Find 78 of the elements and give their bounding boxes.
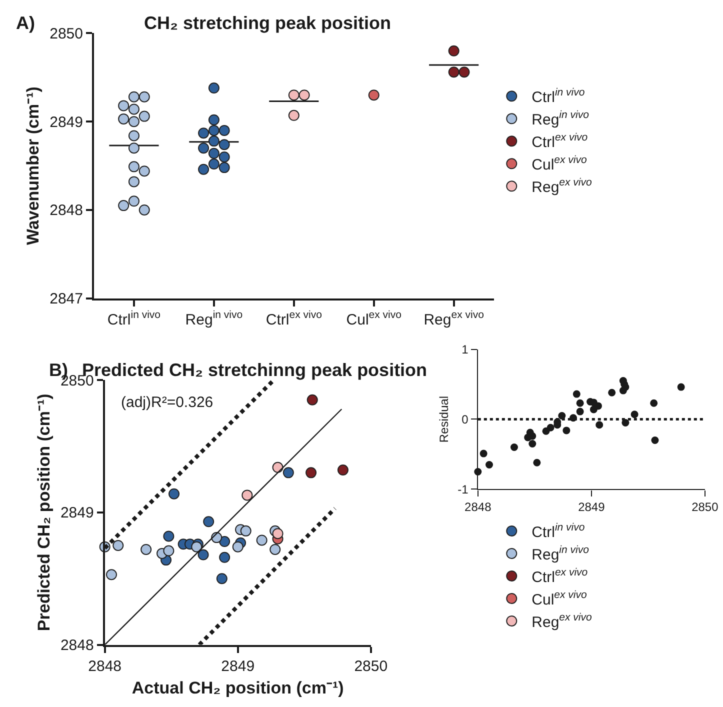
point (219, 552, 230, 563)
y-axis-title: Residual (436, 396, 451, 443)
point (572, 390, 580, 398)
x-tick-label: 2850 (692, 500, 719, 514)
point (558, 412, 566, 420)
point (594, 402, 602, 410)
annotation: (adj)R²=0.326 (121, 394, 214, 411)
y-tick-label: -1 (458, 482, 469, 496)
y-axis-title: Predicted CH₂ position (cm⁻¹) (34, 394, 54, 632)
point (168, 488, 180, 500)
point (622, 383, 630, 391)
point (191, 541, 202, 552)
point (106, 569, 117, 580)
x-tick-label: 2848 (88, 658, 122, 675)
point (510, 444, 518, 451)
x-tick-label: Cul$^{ex vivo}$ (346, 309, 402, 328)
point (596, 421, 604, 429)
y-tick-label: 2849 (50, 114, 83, 131)
point (256, 534, 268, 546)
point (650, 399, 658, 407)
point (677, 383, 685, 391)
point (306, 394, 318, 406)
point (630, 410, 638, 418)
point (533, 458, 541, 466)
x-axis-title: Actual CH₂ position (cm⁻¹) (132, 678, 344, 698)
legend-label: Reg$^{ex vivo}$ (532, 612, 592, 631)
point (486, 461, 494, 468)
point (240, 525, 252, 536)
point (622, 419, 630, 426)
legend-label: Ctrl$^{ex vivo}$ (532, 566, 588, 586)
point (112, 540, 124, 551)
y-tick-label: 0 (462, 412, 469, 426)
y-tick-label: 2850 (50, 25, 83, 42)
point (651, 436, 659, 444)
point (272, 462, 284, 473)
y-tick-label: 2848 (50, 202, 83, 220)
point (546, 424, 554, 432)
legend-label: Ctrl$^{in vivo}$ (532, 86, 585, 106)
legend-label: Reg$^{in vivo}$ (532, 109, 590, 128)
y-tick-label: 1 (462, 342, 469, 356)
point (242, 490, 253, 501)
x-tick-label: Reg$^{in vivo}$ (185, 309, 243, 328)
x-tick-label: 2849 (221, 658, 255, 675)
point (306, 467, 317, 478)
chart-title: CH₂ stretching peak position (144, 13, 392, 33)
point (203, 516, 214, 528)
text: A) (16, 13, 35, 33)
y-tick-label: 2847 (50, 290, 83, 308)
legend-label: Cul$^{ex vivo}$ (532, 154, 587, 174)
x-tick-label: Ctrl$^{in vivo}$ (107, 309, 161, 328)
point (272, 528, 284, 540)
point (270, 544, 281, 555)
legend-label: Cul$^{ex vivo}$ (532, 589, 587, 608)
point (282, 467, 294, 478)
legend-label: Reg$^{ex vivo}$ (532, 176, 592, 196)
point (528, 440, 536, 448)
point (576, 408, 584, 416)
point (163, 545, 174, 556)
x-tick-label: Reg$^{ex vivo}$ (424, 309, 484, 328)
point (163, 530, 174, 542)
legend-label: Reg$^{in vivo}$ (532, 544, 590, 564)
x-tick-label: Ctrl$^{ex vivo}$ (266, 309, 322, 328)
point (140, 544, 152, 555)
point (232, 541, 244, 552)
point (216, 573, 228, 584)
point (337, 464, 348, 476)
x-tick-label: 2850 (354, 658, 388, 675)
legend-label: Ctrl$^{ex vivo}$ (532, 132, 588, 151)
y-tick-label: 2848 (60, 637, 94, 654)
point (562, 426, 570, 434)
point (576, 399, 584, 407)
point (608, 388, 616, 396)
x-tick-label: 2849 (578, 500, 606, 514)
y-axis-title: Wavenumber (cm⁻¹) (24, 86, 43, 245)
point (198, 549, 209, 560)
point (480, 450, 488, 458)
point (219, 536, 230, 548)
legend-label: Ctrl$^{in vivo}$ (532, 522, 585, 541)
